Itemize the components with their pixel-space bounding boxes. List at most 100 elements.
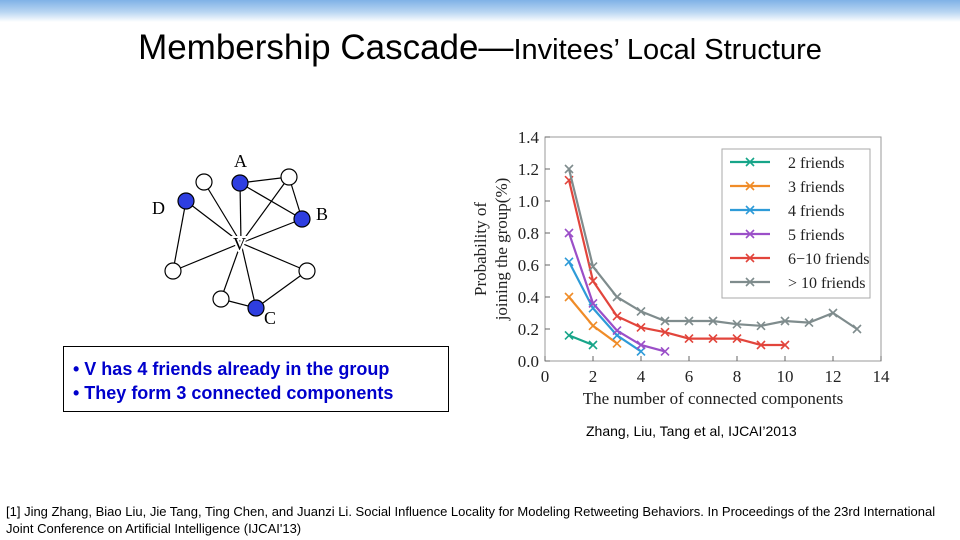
data-point	[588, 321, 598, 331]
y-tick-label: 1.0	[518, 192, 539, 211]
callout-line-2: • They form 3 connected components	[73, 383, 394, 403]
data-point	[708, 334, 718, 344]
y-axis-ticks: 0.0 0.2 0.4 0.6 0.8 1.0 1.2 1.4	[518, 128, 550, 371]
node-a	[231, 174, 249, 192]
node-label-v: V	[233, 234, 246, 254]
y-tick-label: 0.6	[518, 256, 539, 275]
data-point	[732, 319, 742, 329]
x-tick-label: 0	[541, 367, 550, 386]
data-point	[780, 340, 790, 350]
legend-marker	[745, 181, 755, 191]
data-point	[636, 306, 646, 316]
series-5	[564, 175, 790, 350]
legend-box	[721, 148, 871, 299]
data-point	[708, 316, 718, 326]
data-point	[564, 228, 574, 238]
data-point	[612, 326, 622, 336]
callout-line-1: • V has 4 friends already in the group	[73, 359, 390, 379]
data-point	[588, 340, 598, 350]
legend-marker	[745, 253, 755, 263]
x-tick-label: 10	[777, 367, 794, 386]
title-main: Membership Cascade	[138, 28, 479, 67]
data-point	[804, 318, 814, 328]
citation: Zhang, Liu, Tang et al, IJCAI’2013	[586, 423, 797, 439]
data-point	[852, 324, 862, 334]
y-tick-label: 1.4	[518, 128, 540, 147]
edge-v-a	[239, 182, 242, 244]
x-axis-label: The number of connected components	[583, 389, 844, 408]
x-tick-label: 14	[873, 367, 891, 386]
data-point	[828, 308, 838, 318]
data-point	[612, 292, 622, 302]
data-point	[780, 316, 790, 326]
x-tick-label: 6	[685, 367, 694, 386]
edge-v-n1	[203, 181, 242, 244]
edge-a-b	[239, 182, 303, 220]
node-label-c: C	[264, 308, 276, 328]
callout-box: • V has 4 friends already in the group •…	[63, 346, 449, 412]
data-point	[588, 276, 598, 286]
y-axis-label-line-1: Probability of	[471, 202, 490, 296]
data-point	[684, 334, 694, 344]
node-d	[177, 192, 195, 210]
data-point	[564, 330, 574, 340]
edge-v-n3	[172, 242, 242, 272]
y-tick-label: 0.4	[518, 288, 540, 307]
data-point	[564, 164, 574, 174]
data-point	[636, 322, 646, 332]
graph-labels: A B C D V	[152, 151, 328, 328]
data-point	[660, 346, 670, 356]
data-point	[612, 311, 622, 321]
data-point	[756, 321, 766, 331]
y-tick-label: 1.2	[518, 160, 539, 179]
legend-marker	[745, 229, 755, 239]
x-tick-label: 12	[825, 367, 842, 386]
data-point	[756, 340, 766, 350]
series-line	[568, 261, 642, 353]
title-separator: —	[478, 28, 514, 67]
x-tick-label: 4	[637, 367, 646, 386]
edge-v-b	[240, 218, 303, 244]
data-point	[684, 316, 694, 326]
node-n4	[212, 290, 230, 308]
y-tick-label: 0.2	[518, 320, 539, 339]
y-tick-label: 0.8	[518, 224, 539, 243]
edge-d-n3	[172, 200, 187, 272]
edge-v-c	[240, 242, 257, 309]
data-point	[588, 262, 598, 272]
legend-marker	[745, 205, 755, 215]
y-tick-label: 0.0	[518, 352, 539, 371]
edge-v-n4	[220, 242, 242, 300]
series-6	[564, 164, 862, 334]
legend-entry-6: > 10 friends	[730, 275, 865, 292]
legend-label: 2 friends	[788, 155, 844, 172]
series-line	[568, 334, 594, 347]
series-line	[567, 179, 785, 347]
edge-v-n2	[240, 176, 290, 244]
legend-entry-4: 5 friends	[730, 227, 844, 244]
legend-entry-2: 3 friends	[730, 179, 844, 196]
node-n3	[164, 262, 182, 280]
node-b	[293, 210, 311, 228]
chart-legend: 2 friends 3 friends 4 friends 5 friends 6−10…	[721, 148, 871, 299]
node-n1	[195, 173, 213, 191]
node-label-a: A	[234, 151, 247, 171]
y-axis-label-line-2: joining the group(%)	[492, 178, 511, 322]
graph-nodes	[164, 168, 316, 317]
legend-entry-1: 2 friends	[730, 155, 844, 172]
legend-label: 6−10 friends	[788, 251, 869, 268]
x-tick-label: 2	[589, 367, 598, 386]
data-point	[588, 298, 598, 308]
node-c	[247, 299, 265, 317]
x-axis-ticks: 0 2 4 6 8 10 12 14	[541, 356, 890, 386]
edge-c-n5	[255, 270, 308, 309]
node-n2	[280, 168, 298, 186]
data-point	[612, 338, 622, 348]
data-point	[564, 257, 574, 267]
title-bar-gradient	[0, 0, 960, 22]
legend-entry-5: 6−10 friends	[730, 251, 869, 268]
legend-label: 3 friends	[788, 179, 844, 196]
edge-v-d	[185, 200, 242, 244]
series-2	[564, 292, 622, 348]
title-subtitle: Invitees’ Local Structure	[513, 34, 822, 66]
